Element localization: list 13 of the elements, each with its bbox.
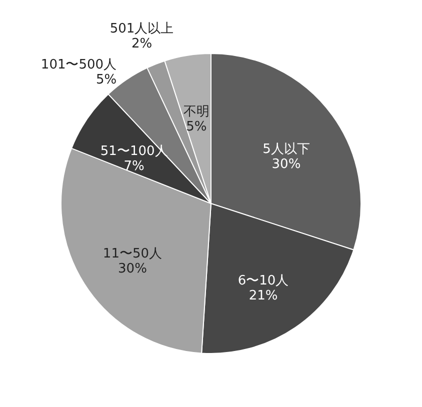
data-label: 30% [118, 261, 147, 276]
data-label: 2% [131, 36, 152, 52]
data-label: 7% [124, 159, 144, 174]
slice-label: 不明 [183, 104, 210, 120]
slice-label: 501人以上 [110, 22, 174, 37]
data-label: 21% [248, 288, 278, 304]
slice-label: 6〜10人 [238, 273, 289, 288]
data-label: 30% [272, 156, 301, 172]
data-label: 5% [96, 72, 117, 88]
data-label: 5% [186, 120, 207, 135]
slice-label: 101〜500人 [40, 58, 117, 73]
slice-label: 11〜50人 [102, 246, 162, 262]
slice-label: 5人以下 [262, 142, 310, 157]
